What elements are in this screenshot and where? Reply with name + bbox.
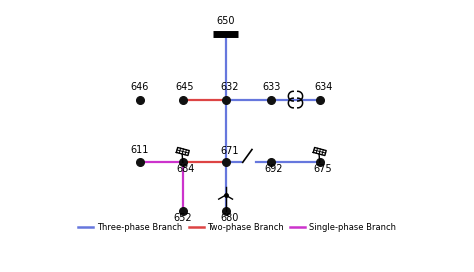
Text: 684: 684 <box>176 164 195 174</box>
Text: 680: 680 <box>221 213 239 223</box>
Text: 634: 634 <box>315 82 333 92</box>
Text: 671: 671 <box>220 146 239 156</box>
Text: 633: 633 <box>262 82 281 92</box>
Text: 611: 611 <box>131 145 149 155</box>
Text: 650: 650 <box>216 16 235 26</box>
Text: 645: 645 <box>175 82 193 92</box>
Text: 632: 632 <box>220 82 239 92</box>
Legend: Three-phase Branch, Two-phase Branch, Single-phase Branch: Three-phase Branch, Two-phase Branch, Si… <box>75 220 399 235</box>
Text: 646: 646 <box>131 82 149 92</box>
Text: 675: 675 <box>313 164 332 174</box>
Text: 692: 692 <box>265 164 283 174</box>
Text: 652: 652 <box>173 213 192 223</box>
